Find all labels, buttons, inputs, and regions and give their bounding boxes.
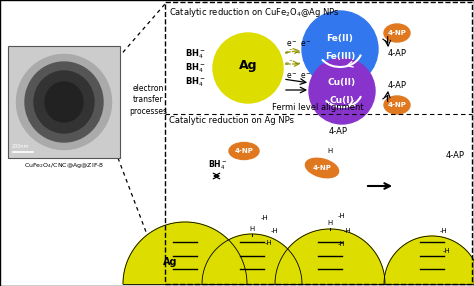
Ellipse shape	[34, 71, 94, 133]
Circle shape	[213, 33, 283, 103]
Circle shape	[309, 58, 375, 124]
Text: 4-NP: 4-NP	[388, 102, 406, 108]
Text: 4-AP: 4-AP	[388, 49, 407, 57]
Circle shape	[302, 11, 378, 87]
Ellipse shape	[384, 24, 410, 42]
Text: H: H	[328, 148, 333, 154]
Text: Fe(II): Fe(II)	[327, 35, 354, 43]
Text: CuFe$_2$O$_4$/CNC@Ag@ZIF-8: CuFe$_2$O$_4$/CNC@Ag@ZIF-8	[24, 161, 104, 170]
Text: -H: -H	[443, 248, 451, 254]
Text: BH$_4^-$: BH$_4^-$	[185, 47, 206, 61]
Text: -H: -H	[344, 228, 352, 234]
Text: -H: -H	[338, 213, 346, 219]
Text: e$^-$ e$^-$: e$^-$ e$^-$	[286, 39, 312, 49]
Text: -H: -H	[338, 241, 346, 247]
Text: Fe(III): Fe(III)	[325, 53, 355, 61]
Text: 4-AP: 4-AP	[328, 126, 347, 136]
Text: electron
transfer
processes: electron transfer processes	[129, 84, 167, 116]
Ellipse shape	[25, 62, 103, 142]
Text: Cu(I): Cu(I)	[329, 96, 355, 104]
Bar	[165, 2, 472, 284]
Ellipse shape	[45, 82, 83, 122]
Text: -H: -H	[271, 228, 279, 234]
Wedge shape	[202, 234, 302, 284]
Text: Cu(II): Cu(II)	[328, 78, 356, 86]
Text: 4-NP: 4-NP	[388, 30, 406, 36]
Text: H: H	[249, 226, 255, 232]
Text: BH$_4^-$: BH$_4^-$	[185, 61, 206, 75]
Text: Catalytic reduction on Ag NPs: Catalytic reduction on Ag NPs	[169, 116, 294, 125]
Text: 4-AP: 4-AP	[446, 152, 465, 160]
Text: H: H	[328, 220, 333, 226]
Text: 4-NP: 4-NP	[235, 148, 254, 154]
Text: 200nm: 200nm	[12, 144, 29, 149]
Text: e$^-$ e$^-$: e$^-$ e$^-$	[286, 71, 312, 81]
Text: -H: -H	[261, 215, 269, 221]
Text: -H: -H	[265, 240, 273, 246]
Wedge shape	[384, 236, 474, 284]
Text: e$^-$$\rightarrow$: e$^-$$\rightarrow$	[284, 48, 301, 56]
Ellipse shape	[17, 55, 111, 150]
Text: BH$_4^-$: BH$_4^-$	[185, 75, 206, 89]
Text: Fermi level alignment: Fermi level alignment	[272, 103, 364, 112]
Bar	[8, 46, 120, 158]
Text: -H: -H	[440, 228, 448, 234]
Text: Ag: Ag	[163, 257, 177, 267]
Text: 4-NP: 4-NP	[312, 165, 331, 171]
Wedge shape	[275, 229, 385, 284]
Ellipse shape	[305, 158, 338, 178]
Text: e$^-$$\rightarrow$: e$^-$$\rightarrow$	[284, 59, 301, 67]
Text: Ag: Ag	[239, 59, 257, 72]
Text: 4-AP: 4-AP	[388, 82, 407, 90]
Text: BH$_4^-$: BH$_4^-$	[209, 158, 228, 172]
Text: Catalytic reduction on CuFe$_2$O$_4$@Ag NPs: Catalytic reduction on CuFe$_2$O$_4$@Ag …	[169, 6, 339, 19]
Ellipse shape	[384, 96, 410, 114]
Wedge shape	[123, 222, 247, 284]
Ellipse shape	[229, 142, 259, 160]
